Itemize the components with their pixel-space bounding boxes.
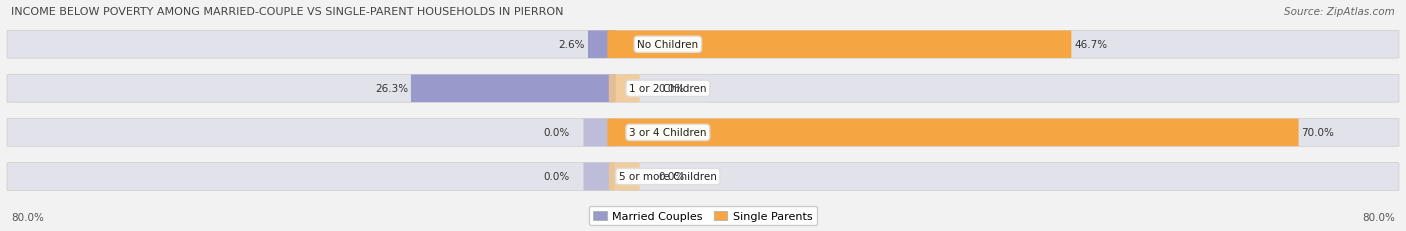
Text: 80.0%: 80.0%: [11, 212, 44, 222]
FancyBboxPatch shape: [583, 163, 614, 190]
Text: No Children: No Children: [637, 40, 699, 50]
FancyBboxPatch shape: [583, 119, 614, 146]
Text: 0.0%: 0.0%: [658, 84, 685, 94]
Text: Source: ZipAtlas.com: Source: ZipAtlas.com: [1284, 7, 1395, 17]
FancyBboxPatch shape: [609, 75, 640, 103]
Text: 46.7%: 46.7%: [1074, 40, 1108, 50]
FancyBboxPatch shape: [7, 31, 1399, 59]
Text: 2.6%: 2.6%: [558, 40, 585, 50]
FancyBboxPatch shape: [7, 119, 1399, 147]
FancyBboxPatch shape: [607, 31, 1071, 59]
Text: INCOME BELOW POVERTY AMONG MARRIED-COUPLE VS SINGLE-PARENT HOUSEHOLDS IN PIERRON: INCOME BELOW POVERTY AMONG MARRIED-COUPL…: [11, 7, 564, 17]
Text: 80.0%: 80.0%: [1362, 212, 1395, 222]
Text: 0.0%: 0.0%: [543, 128, 569, 138]
FancyBboxPatch shape: [7, 75, 1399, 103]
Text: 70.0%: 70.0%: [1302, 128, 1334, 138]
Text: 0.0%: 0.0%: [543, 172, 569, 182]
FancyBboxPatch shape: [588, 31, 616, 59]
FancyBboxPatch shape: [411, 75, 616, 103]
FancyBboxPatch shape: [609, 163, 640, 190]
Text: 0.0%: 0.0%: [658, 172, 685, 182]
FancyBboxPatch shape: [607, 119, 1299, 146]
Legend: Married Couples, Single Parents: Married Couples, Single Parents: [589, 206, 817, 225]
Text: 1 or 2 Children: 1 or 2 Children: [628, 84, 707, 94]
FancyBboxPatch shape: [7, 163, 1399, 191]
Text: 3 or 4 Children: 3 or 4 Children: [628, 128, 707, 138]
Text: 26.3%: 26.3%: [375, 84, 408, 94]
Text: 5 or more Children: 5 or more Children: [619, 172, 717, 182]
